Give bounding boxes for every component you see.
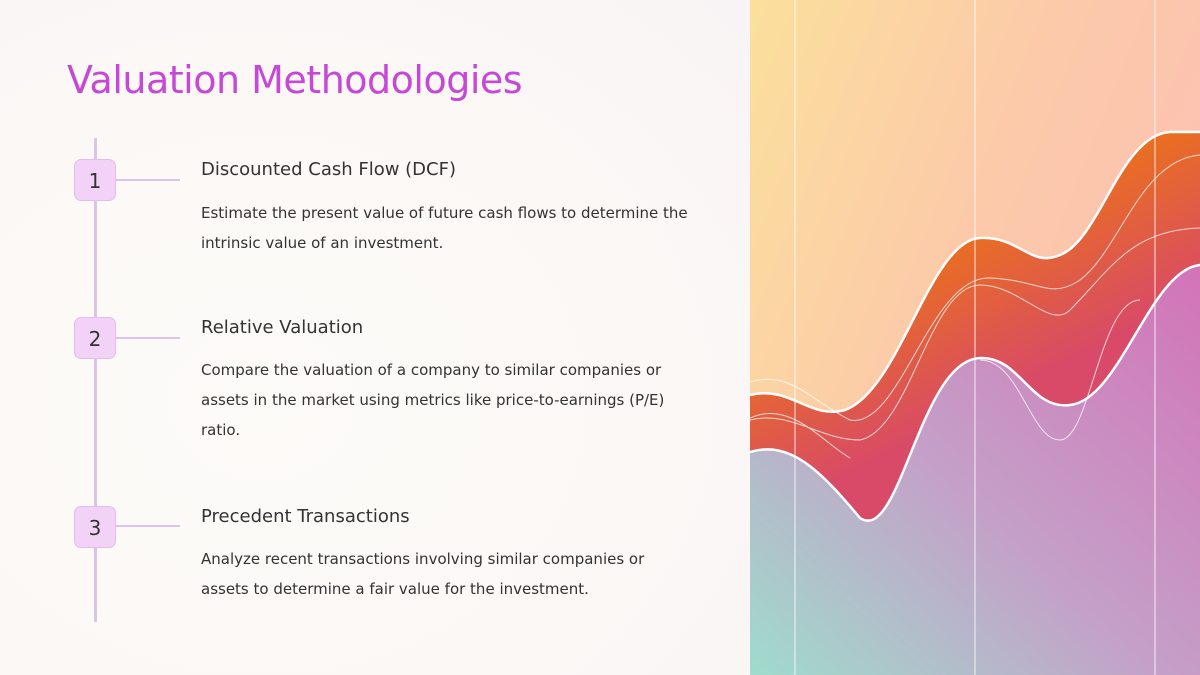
step-badge-2: 2 — [74, 317, 116, 359]
step-heading-3: Precedent Transactions — [201, 506, 410, 527]
timeline-line — [94, 138, 97, 622]
step-heading-2: Relative Valuation — [201, 317, 364, 338]
slide-title: Valuation Methodologies — [67, 58, 523, 102]
band-top-edge — [750, 130, 1200, 413]
step-connector-2 — [116, 337, 180, 339]
step-badge-3: 3 — [74, 506, 116, 548]
step-description-3: Analyze recent transactions involving si… — [201, 550, 645, 598]
step-connector-3 — [116, 525, 180, 527]
step-description-1: Estimate the present value of future cas… — [201, 204, 688, 252]
step-connector-1 — [116, 179, 180, 181]
decorative-wave-image — [750, 0, 1200, 675]
step-heading-1: Discounted Cash Flow (DCF) — [201, 159, 456, 180]
wave-illustration — [750, 0, 1200, 675]
step-description-2: Compare the valuation of a company to si… — [201, 361, 665, 439]
step-badge-1: 1 — [74, 159, 116, 201]
thin-wave-lines — [750, 154, 1200, 459]
content-panel: Valuation Methodologies 1 Discounted Cas… — [0, 0, 750, 675]
vertical-grid-lines — [794, 0, 1156, 675]
